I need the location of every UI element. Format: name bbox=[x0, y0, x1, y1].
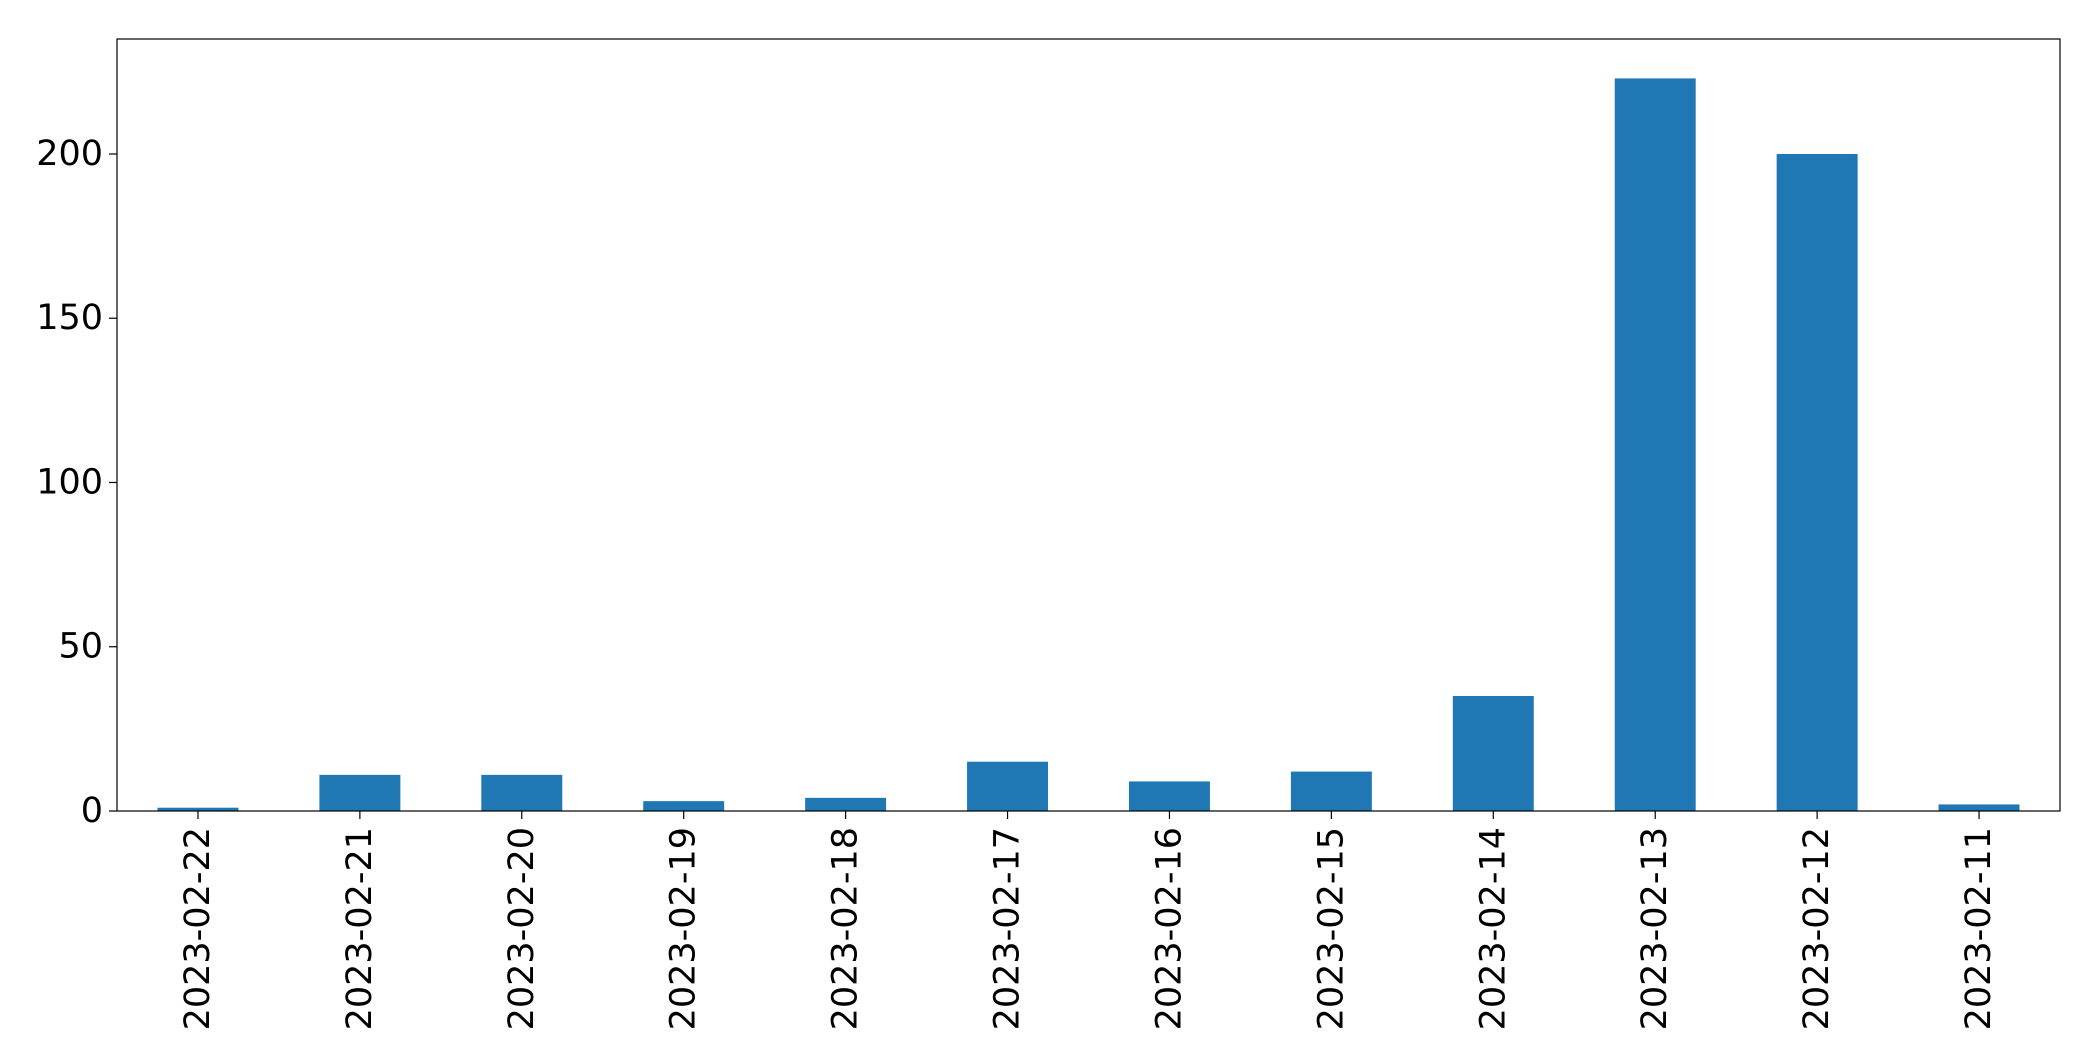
bar-2023-02-21 bbox=[319, 774, 401, 811]
x-tick-label: 2023-02-11 bbox=[1959, 827, 1999, 1030]
y-axis: 0 50 100 150 200 bbox=[36, 134, 117, 831]
x-tick-label: 2023-02-12 bbox=[1797, 827, 1837, 1030]
y-tick-label: 50 bbox=[58, 627, 103, 667]
y-tick-label: 0 bbox=[81, 791, 103, 831]
x-tick-label: 2023-02-16 bbox=[1149, 827, 1189, 1030]
x-tick-label: 2023-02-21 bbox=[340, 827, 380, 1030]
x-tick-label: 2023-02-17 bbox=[988, 827, 1028, 1030]
bar-2023-02-11 bbox=[1938, 804, 2020, 811]
plot-frame bbox=[116, 38, 2061, 812]
x-tick-label: 2023-02-14 bbox=[1473, 827, 1513, 1030]
bar-2023-02-20 bbox=[481, 774, 563, 811]
x-tick-label: 2023-02-22 bbox=[178, 827, 218, 1030]
bar-2023-02-15 bbox=[1290, 771, 1372, 811]
x-axis: 2023-02-22 2023-02-21 2023-02-20 2023-02-19… bbox=[178, 811, 1999, 1030]
x-tick-label: 2023-02-18 bbox=[826, 827, 866, 1030]
bar-2023-02-14 bbox=[1452, 696, 1534, 811]
x-tick-label: 2023-02-15 bbox=[1311, 827, 1351, 1030]
bar-2023-02-16 bbox=[1128, 781, 1210, 811]
y-tick-label: 100 bbox=[36, 462, 103, 502]
x-tick-label: 2023-02-19 bbox=[664, 827, 704, 1030]
x-tick-label: 2023-02-13 bbox=[1635, 827, 1675, 1030]
bar-2023-02-17 bbox=[967, 761, 1049, 811]
bar-2023-02-13 bbox=[1614, 78, 1696, 812]
x-tick-label: 2023-02-20 bbox=[502, 827, 542, 1030]
y-tick-label: 200 bbox=[36, 134, 103, 174]
bar-2023-02-18 bbox=[805, 797, 887, 811]
bar-2023-02-19 bbox=[643, 801, 725, 811]
y-tick-label: 150 bbox=[36, 298, 103, 338]
bar-2023-02-12 bbox=[1776, 153, 1858, 812]
bar-2023-02-22 bbox=[157, 807, 239, 811]
bar-series bbox=[157, 78, 2020, 812]
